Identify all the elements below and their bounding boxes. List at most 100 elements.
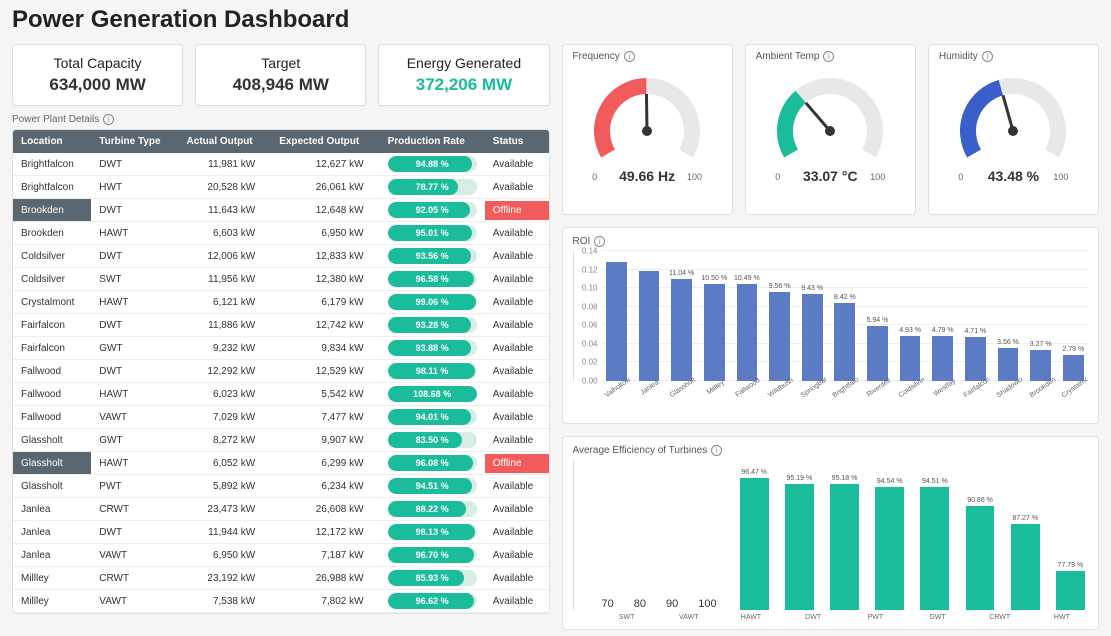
table-row[interactable]: MillleyVAWT7,538 kW7,802 kW96.62 %Availa…	[13, 590, 549, 613]
cell-actual-output: 6,950 kW	[179, 544, 272, 567]
cell-location: Crystalmont	[13, 291, 91, 314]
roi-bar[interactable]: 10.50 %	[699, 275, 729, 382]
kpi-label: Target	[202, 55, 359, 71]
info-icon[interactable]: i	[823, 51, 834, 62]
info-icon[interactable]: i	[711, 445, 722, 456]
cell-expected-output: 12,648 kW	[271, 199, 379, 222]
cell-actual-output: 23,473 kW	[179, 498, 272, 521]
efficiency-bar[interactable]: 77.79 %	[1053, 562, 1088, 610]
cell-production-rate: 96.58 %	[380, 268, 485, 291]
cell-status: Available	[485, 360, 549, 383]
roi-bar[interactable]: 3.27 %	[1026, 341, 1056, 381]
column-header[interactable]: Turbine Type	[91, 130, 178, 153]
kpi-value: 634,000 MW	[19, 75, 176, 95]
roi-bar[interactable]	[602, 260, 632, 381]
cell-turbine-type: DWT	[91, 153, 178, 176]
roi-bar[interactable]: 10.49 %	[732, 275, 762, 381]
bar-value-label: 4.79 %	[932, 327, 954, 334]
gauge-value: 49.66 Hz	[573, 168, 722, 184]
table-row[interactable]: BrookdenHAWT6,603 kW6,950 kW95.01 %Avail…	[13, 222, 549, 245]
efficiency-bar[interactable]: 96.47 %	[737, 469, 772, 610]
roi-bar[interactable]: 9.43 %	[797, 285, 827, 381]
cell-production-rate: 88.22 %	[380, 498, 485, 521]
kpi-energy-generated: Energy Generated 372,206 MW	[378, 44, 549, 106]
cell-expected-output: 12,742 kW	[271, 314, 379, 337]
cell-turbine-type: VAWT	[91, 406, 178, 429]
x-label: HAWT	[725, 614, 777, 621]
column-header[interactable]: Actual Output	[179, 130, 272, 153]
table-row[interactable]: ColdsilverSWT11,956 kW12,380 kW96.58 %Av…	[13, 268, 549, 291]
table-row[interactable]: FairfalconDWT11,886 kW12,742 kW93.28 %Av…	[13, 314, 549, 337]
roi-bar[interactable]: 8.42 %	[830, 294, 860, 381]
efficiency-bar[interactable]: 87.27 %	[1008, 515, 1043, 610]
cell-actual-output: 11,944 kW	[179, 521, 272, 544]
cell-actual-output: 12,292 kW	[179, 360, 272, 383]
roi-bar[interactable]: 9.56 %	[765, 283, 795, 381]
roi-bar[interactable]: 4.93 %	[895, 327, 925, 382]
table-row[interactable]: BrightfalconDWT11,981 kW12,627 kW94.88 %…	[13, 153, 549, 176]
cell-actual-output: 6,121 kW	[179, 291, 272, 314]
info-icon[interactable]: i	[594, 236, 605, 247]
efficiency-bar[interactable]: 94.51 %	[917, 478, 952, 610]
cell-expected-output: 7,802 kW	[271, 590, 379, 613]
cell-actual-output: 7,538 kW	[179, 590, 272, 613]
cell-production-rate: 95.01 %	[380, 222, 485, 245]
roi-chart: 0.000.020.040.060.080.100.120.1411.04 %1…	[573, 251, 1089, 381]
cell-expected-output: 9,834 kW	[271, 337, 379, 360]
table-row[interactable]: GlassholtPWT5,892 kW6,234 kW94.51 %Avail…	[13, 475, 549, 498]
bar-value-label: 2.79 %	[1062, 346, 1084, 353]
cell-location: Millley	[13, 567, 91, 590]
x-label: VAWT	[663, 614, 715, 621]
cell-location: Glassholt	[13, 475, 91, 498]
roi-bar[interactable]: 5.94 %	[863, 317, 893, 381]
table-row[interactable]: FallwoodDWT12,292 kW12,529 kW98.11 %Avai…	[13, 360, 549, 383]
cell-actual-output: 6,603 kW	[179, 222, 272, 245]
table-row[interactable]: JanleaVAWT6,950 kW7,187 kW96.70 %Availab…	[13, 544, 549, 567]
bar-value-label: 96.47 %	[741, 469, 767, 476]
info-icon[interactable]: i	[624, 51, 635, 62]
table-row[interactable]: FallwoodVAWT7,029 kW7,477 kW94.01 %Avail…	[13, 406, 549, 429]
table-row[interactable]: JanleaCRWT23,473 kW26,608 kW88.22 %Avail…	[13, 498, 549, 521]
table-row[interactable]: FallwoodHAWT6,023 kW5,542 kW108.68 %Avai…	[13, 383, 549, 406]
table-row[interactable]: GlassholtHAWT6,052 kW6,299 kW96.08 %Offl…	[13, 452, 549, 475]
cell-production-rate: 93.56 %	[380, 245, 485, 268]
table-row[interactable]: MillleyCRWT23,192 kW26,988 kW85.93 %Avai…	[13, 567, 549, 590]
roi-bar[interactable]: 4.71 %	[961, 328, 991, 381]
table-row[interactable]: FairfalconGWT9,232 kW9,834 kW93.88 %Avai…	[13, 337, 549, 360]
cell-expected-output: 9,907 kW	[271, 429, 379, 452]
table-row[interactable]: BrightfalconHWT20,528 kW26,061 kW78.77 %…	[13, 176, 549, 199]
cell-location: Janlea	[13, 521, 91, 544]
roi-bar[interactable]	[634, 269, 664, 381]
cell-expected-output: 6,950 kW	[271, 222, 379, 245]
roi-bar[interactable]: 11.04 %	[667, 270, 697, 381]
roi-bar[interactable]: 4.79 %	[928, 327, 958, 381]
cell-status: Available	[485, 521, 549, 544]
table-row[interactable]: GlassholtGWT8,272 kW9,907 kW83.50 %Avail…	[13, 429, 549, 452]
column-header[interactable]: Expected Output	[271, 130, 379, 153]
column-header[interactable]: Location	[13, 130, 91, 153]
x-label: Crystalmont	[1061, 376, 1103, 418]
cell-expected-output: 26,988 kW	[271, 567, 379, 590]
cell-turbine-type: HAWT	[91, 452, 178, 475]
cell-location: Fallwood	[13, 360, 91, 383]
column-header[interactable]: Production Rate	[380, 130, 485, 153]
efficiency-bar[interactable]: 95.19 %	[782, 475, 817, 610]
table-row[interactable]: ColdsilverDWT12,006 kW12,833 kW93.56 %Av…	[13, 245, 549, 268]
info-icon[interactable]: i	[103, 114, 114, 125]
info-icon[interactable]: i	[982, 51, 993, 62]
cell-turbine-type: GWT	[91, 429, 178, 452]
bar-value-label: 3.27 %	[1030, 341, 1052, 348]
cell-location: Coldsilver	[13, 268, 91, 291]
table-row[interactable]: BrookdenDWT11,643 kW12,648 kW92.05 %Offl…	[13, 199, 549, 222]
table-row[interactable]: JanleaDWT11,944 kW12,172 kW98.13 %Availa…	[13, 521, 549, 544]
power-plant-table: LocationTurbine TypeActual OutputExpecte…	[12, 129, 550, 614]
cell-actual-output: 20,528 kW	[179, 176, 272, 199]
cell-turbine-type: GWT	[91, 337, 178, 360]
roi-bar[interactable]: 3.56 %	[993, 339, 1023, 381]
column-header[interactable]: Status	[485, 130, 549, 153]
bar-value-label: 9.43 %	[801, 285, 823, 292]
efficiency-bar[interactable]: 90.86 %	[962, 497, 997, 610]
table-row[interactable]: CrystalmontHAWT6,121 kW6,179 kW99.06 %Av…	[13, 291, 549, 314]
efficiency-bar[interactable]: 95.18 %	[827, 475, 862, 610]
efficiency-bar[interactable]: 94.54 %	[872, 478, 907, 610]
